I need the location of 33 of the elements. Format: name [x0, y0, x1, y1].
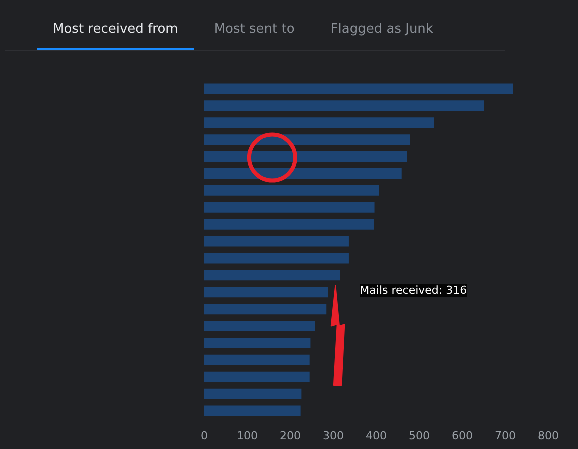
text: Most sent to [213, 21, 296, 39]
bar [204, 253, 349, 264]
annotation: Mails received: 316 [360, 284, 468, 298]
bar [204, 304, 327, 315]
x-tick-label: 800 [538, 430, 559, 442]
bar [204, 321, 316, 332]
bar [204, 388, 302, 400]
bar [204, 152, 408, 162]
bar [204, 338, 311, 348]
x-tick-label: 500 [409, 430, 430, 442]
bar [204, 202, 375, 213]
bar [204, 236, 349, 247]
x-tick-label: 0 [201, 430, 208, 442]
chart-title: Most received from [37, 21, 194, 50]
x-tick-label: 700 [495, 430, 516, 442]
bar [204, 406, 301, 416]
bar [204, 185, 380, 196]
bar [204, 84, 514, 94]
bar [204, 118, 434, 128]
x-tick-label: 400 [366, 430, 387, 442]
bar [204, 100, 484, 112]
text: Flagged as Junk [330, 21, 434, 39]
bar [204, 134, 410, 146]
x-tick-label: 100 [237, 430, 258, 442]
bar [204, 270, 340, 281]
bar [204, 354, 310, 366]
bar [204, 168, 402, 179]
x-tick-label: 300 [323, 430, 344, 442]
x-tick-label: 200 [280, 430, 301, 442]
bar [204, 372, 310, 382]
bar [204, 219, 374, 230]
bar [204, 287, 328, 298]
x-tick-label: 600 [452, 430, 473, 442]
